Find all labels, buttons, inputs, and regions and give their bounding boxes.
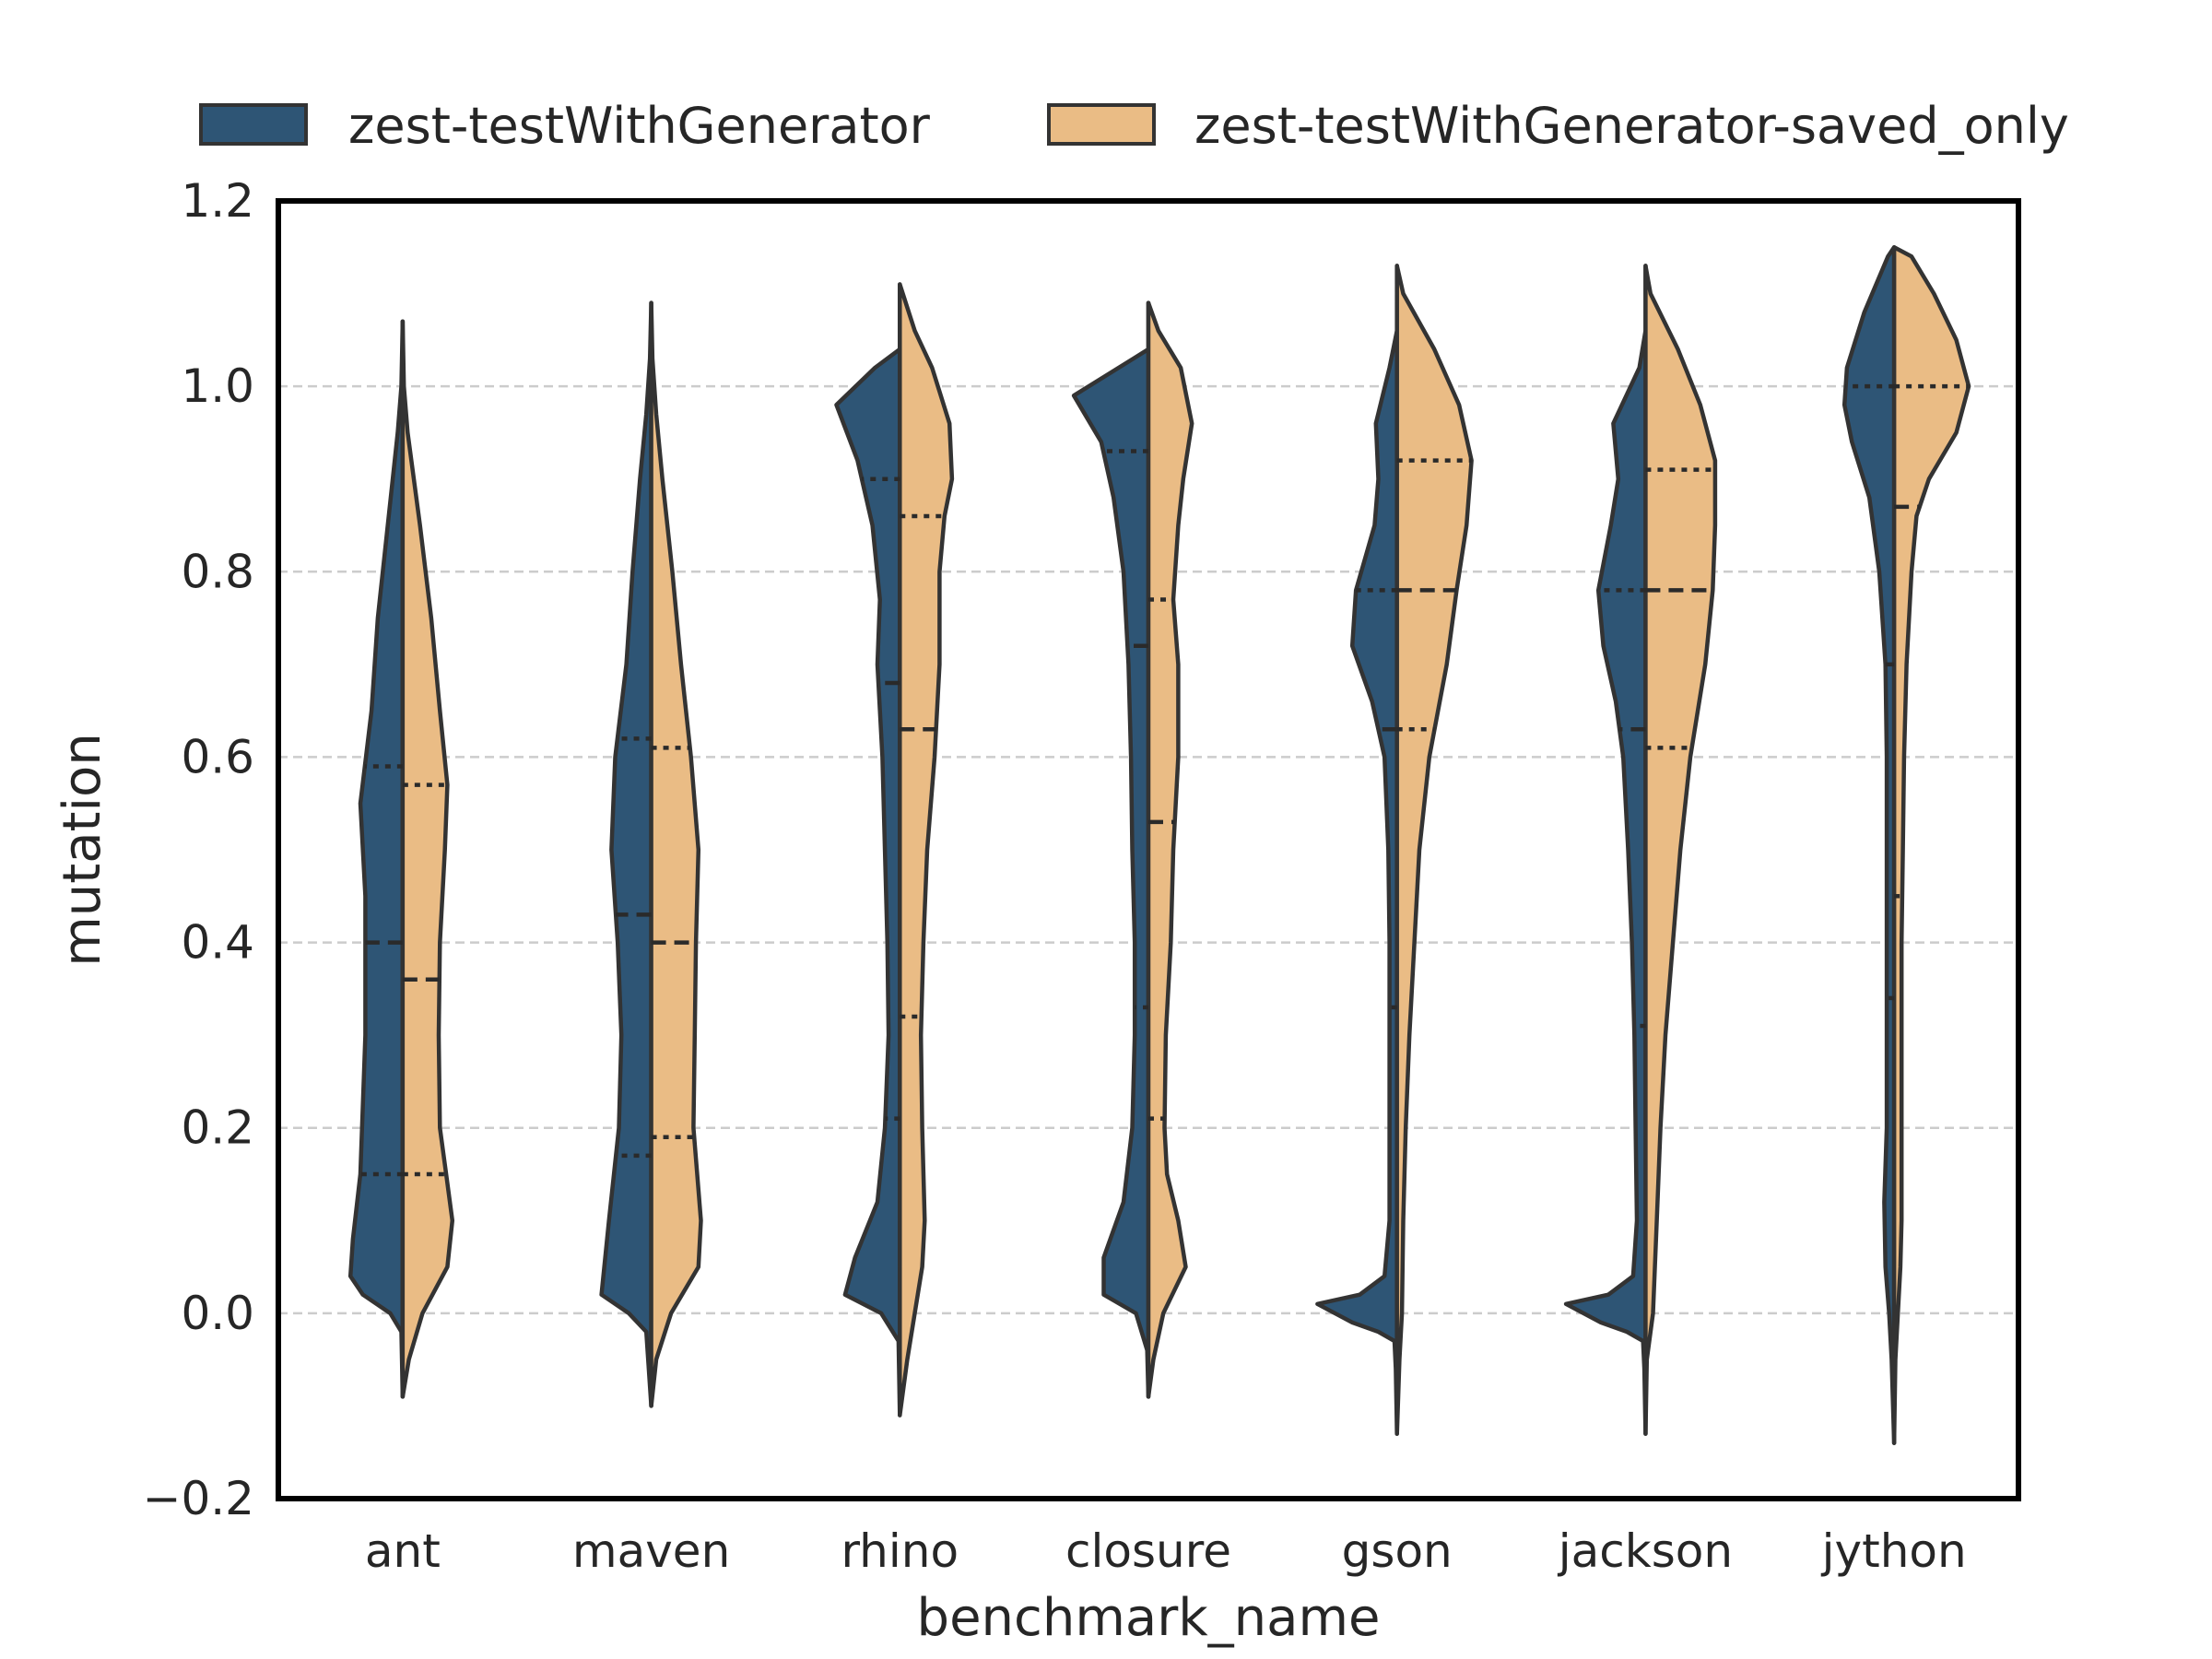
legend-label-series-1: zest-testWithGenerator bbox=[348, 97, 931, 155]
y-tick-label: 0.6 bbox=[181, 730, 254, 783]
violin-half bbox=[649, 300, 703, 1408]
legend: zest-testWithGenerator zest-testWithGene… bbox=[199, 97, 2069, 155]
quartile-lines bbox=[360, 383, 1970, 1177]
violin-half bbox=[1891, 245, 1971, 1445]
legend-swatch-series-1 bbox=[199, 103, 308, 146]
x-tick-label: rhino bbox=[841, 1524, 959, 1578]
violins bbox=[347, 245, 1971, 1445]
legend-label-series-2: zest-testWithGenerator-saved_only bbox=[1194, 97, 2069, 155]
x-tick-label: jython bbox=[1821, 1524, 1967, 1578]
violin-half bbox=[599, 300, 653, 1408]
y-tick-label: −0.2 bbox=[143, 1472, 254, 1525]
violin-half bbox=[1563, 264, 1648, 1436]
violin-half bbox=[1071, 300, 1151, 1399]
violin-half bbox=[1643, 264, 1718, 1436]
y-axis-title: mutation bbox=[53, 733, 112, 967]
violin-half bbox=[1841, 245, 1897, 1445]
y-tick-label: 1.2 bbox=[181, 174, 254, 228]
x-tick-labels: ant maven rhino closure gson jackson jython bbox=[365, 1524, 1967, 1578]
x-tick-label: ant bbox=[365, 1524, 441, 1578]
plot-frame bbox=[276, 198, 2021, 1501]
x-tick-label: gson bbox=[1342, 1524, 1453, 1578]
y-tick-label: 0.2 bbox=[181, 1101, 254, 1155]
x-tick-label: jackson bbox=[1558, 1524, 1733, 1578]
violin-half bbox=[1146, 300, 1194, 1399]
y-tick-label: 0.4 bbox=[181, 916, 254, 970]
violin-half bbox=[898, 282, 955, 1418]
y-tick-label: 0.0 bbox=[181, 1287, 254, 1340]
y-tick-labels: −0.2 0.0 0.2 0.4 0.6 0.8 1.0 1.2 bbox=[143, 174, 254, 1525]
y-tick-label: 0.8 bbox=[181, 545, 254, 598]
legend-swatch-series-2 bbox=[1047, 103, 1156, 146]
x-axis-title: benchmark_name bbox=[917, 1588, 1381, 1648]
x-tick-label: closure bbox=[1065, 1524, 1231, 1578]
violin-half bbox=[1394, 264, 1474, 1436]
x-tick-label: maven bbox=[572, 1524, 730, 1578]
violin-half bbox=[347, 319, 406, 1399]
violin-half bbox=[1315, 264, 1399, 1436]
violin-half bbox=[834, 282, 902, 1418]
violin-half bbox=[400, 319, 455, 1399]
y-tick-label: 1.0 bbox=[181, 359, 254, 413]
